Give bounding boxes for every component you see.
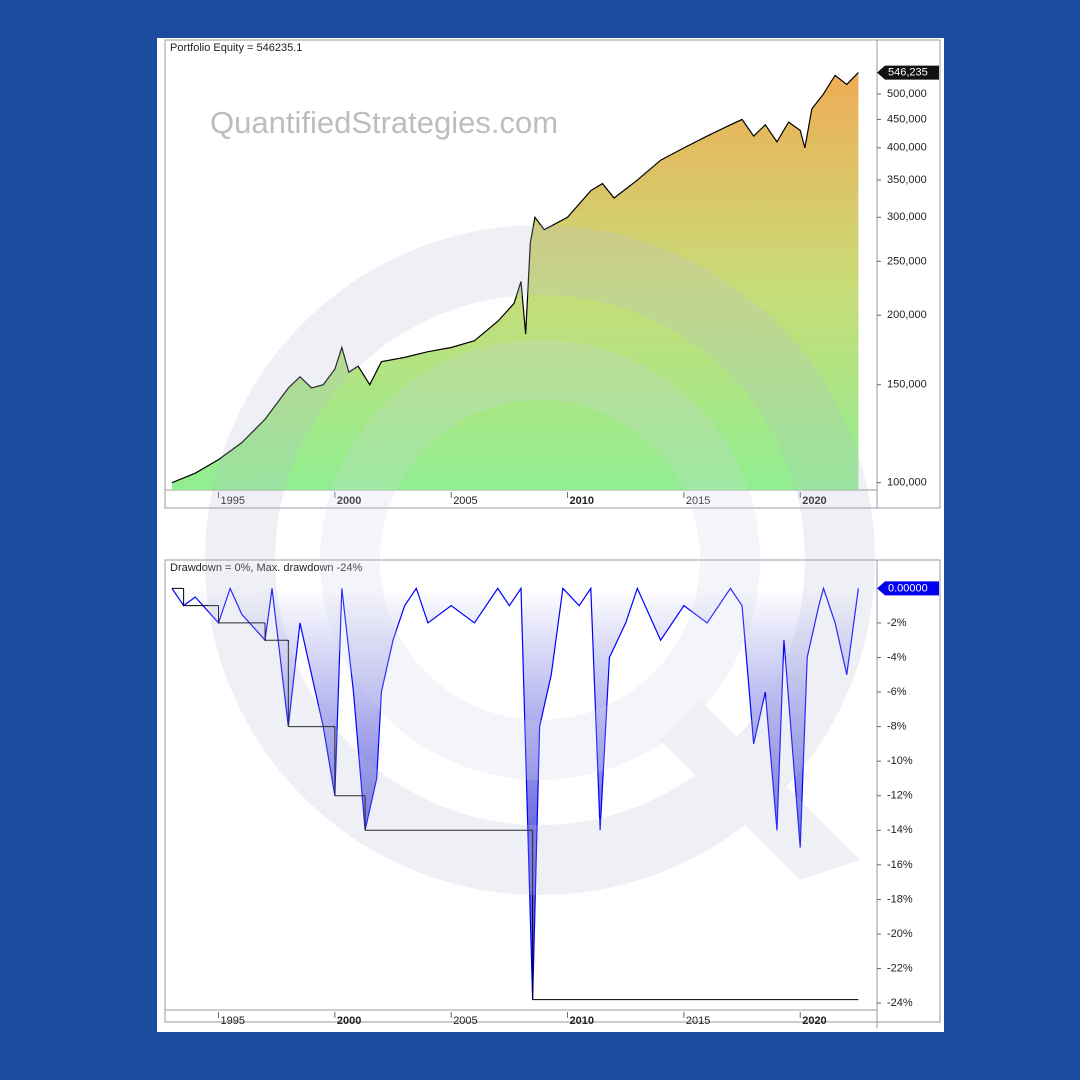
x-tick-label: 2005 <box>453 495 477 507</box>
line <box>171 72 859 484</box>
area-fill <box>171 72 859 491</box>
y-tick-label: -6% <box>887 686 907 698</box>
y-tick-label: -14% <box>887 824 913 836</box>
x-tick-label: 2005 <box>453 1015 477 1027</box>
x-tick-label: 2000 <box>337 495 361 507</box>
x-tick-label: 2020 <box>802 495 826 507</box>
y-tick-label: -4% <box>887 651 907 663</box>
value-label: 546,235 <box>888 66 928 78</box>
y-tick-label: -24% <box>887 997 913 1009</box>
y-tick-label: 450,000 <box>887 113 927 125</box>
y-tick-label: 150,000 <box>887 379 927 391</box>
line <box>171 586 859 1000</box>
value-flag <box>877 581 939 596</box>
x-tick-label: 2015 <box>686 495 710 507</box>
y-tick-label: -8% <box>887 721 907 733</box>
chart-title: Portfolio Equity = 546235.1 <box>170 42 302 54</box>
x-tick-label: 1995 <box>221 1015 245 1027</box>
panel-frame <box>164 39 941 509</box>
y-tick-label: 200,000 <box>887 309 927 321</box>
y-tick-label: -16% <box>887 859 913 871</box>
value-flag <box>877 65 939 80</box>
panel-frame <box>164 559 941 1023</box>
y-tick-label: 300,000 <box>887 211 927 223</box>
x-tick-label: 2000 <box>337 1015 361 1027</box>
area-fill <box>171 588 859 1000</box>
y-tick-label: -22% <box>887 962 913 974</box>
value-label: 0.00000 <box>888 582 928 594</box>
x-tick-label: 2015 <box>686 1015 710 1027</box>
chart-title: Drawdown = 0%, Max. drawdown -24% <box>170 562 362 574</box>
y-tick-label: 500,000 <box>887 88 927 100</box>
x-tick-label: 2010 <box>570 495 594 507</box>
x-tick-label: 2020 <box>802 1015 826 1027</box>
y-tick-label: -18% <box>887 893 913 905</box>
x-tick-label: 2010 <box>570 1015 594 1027</box>
y-tick-label: 350,000 <box>887 174 927 186</box>
y-tick-label: -12% <box>887 790 913 802</box>
y-tick-label: -20% <box>887 928 913 940</box>
x-tick-label: 1995 <box>221 495 245 507</box>
watermark-text: QuantifiedStrategies.com <box>210 105 558 140</box>
y-tick-label: -10% <box>887 755 913 767</box>
y-tick-label: 250,000 <box>887 255 927 267</box>
y-tick-label: 100,000 <box>887 477 927 489</box>
y-tick-label: 400,000 <box>887 142 927 154</box>
y-tick-label: -2% <box>887 617 907 629</box>
